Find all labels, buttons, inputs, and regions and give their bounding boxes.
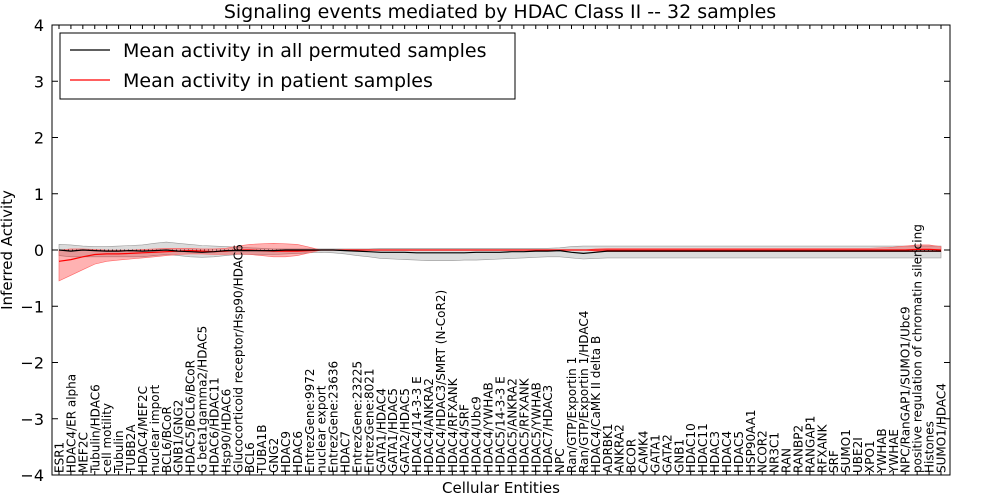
x-axis-label: Cellular Entities <box>442 479 560 497</box>
x-tick-label: HDAC7/HDAC3 <box>541 385 555 473</box>
x-tick-label: SUMO1 <box>839 429 853 473</box>
x-tick-label: RAN <box>780 448 794 473</box>
x-tick-label: cell motility <box>100 403 114 473</box>
x-tick-label: BCL6 <box>243 442 257 473</box>
x-tick-label: HDAC5/YWHAB <box>529 382 543 473</box>
x-tick-label: YWHAB <box>875 428 889 474</box>
x-tick-label: Tubulin <box>112 430 126 474</box>
x-tick-label: ANKRA2 <box>613 424 627 473</box>
x-tick-label: nuclear import <box>148 384 162 473</box>
x-tick-label: HDAC4/ER alpha <box>64 374 78 473</box>
legend-box <box>59 32 516 100</box>
y-tick-label: 1 <box>34 185 44 204</box>
x-tick-label: BCL6/BCoR <box>160 406 174 473</box>
x-tick-label: Histones <box>923 421 937 473</box>
x-tick-label: EntrezGene:9972 <box>303 369 317 474</box>
x-tick-label: HDAC4/YWHAB <box>482 382 496 473</box>
x-tick-label: HDAC9 <box>279 431 293 473</box>
x-tick-label: G beta1gamma2/HDAC5 <box>196 326 210 473</box>
x-tick-label: HDAC10 <box>684 423 698 473</box>
x-tick-label: GATA1/HDAC5 <box>386 388 400 473</box>
x-tick-label: GATA1/HDAC4 <box>374 388 388 473</box>
x-tick-label: YWHAE <box>887 429 901 474</box>
x-tick-label: SUMO1/HDAC4 <box>935 383 949 473</box>
x-tick-label: HSP90AA1 <box>744 409 758 473</box>
x-tick-label: Hsp90/HDAC6 <box>219 389 233 473</box>
x-tick-label: positive regulation of chromatin silenci… <box>911 224 925 473</box>
x-tick-label: TUBB2A <box>124 424 138 474</box>
x-tick-label: Ran/GTP/Exportin 1/HDAC4 <box>577 311 591 473</box>
x-tick-label: HDAC3 <box>708 431 722 473</box>
x-tick-label: GNB1/GNG2 <box>172 400 186 473</box>
x-tick-label: GATA2/HDAC5 <box>398 388 412 473</box>
x-tick-label: nuclear export <box>315 385 329 473</box>
legend: Mean activity in all permuted samples Me… <box>59 32 516 100</box>
x-tick-label: HDAC4/ANKRA2 <box>422 378 436 473</box>
x-tick-label: NCOR2 <box>756 430 770 473</box>
x-tick-label: HDAC5/RFXANK <box>517 377 531 473</box>
x-tick-label: Tubulin/HDAC6 <box>88 384 102 474</box>
x-tick-label: NR3C1 <box>768 432 782 473</box>
x-tick-label: HDAC4/14-3-3 E <box>410 376 424 473</box>
x-tick-label: HDAC4/CaMK II delta B <box>589 336 603 473</box>
x-tick-label: GATA2 <box>660 434 674 473</box>
x-tick-label: RANGAP1 <box>803 416 817 473</box>
x-tick-label: NPC <box>553 448 567 473</box>
x-tick-label: BCOR <box>625 439 639 473</box>
y-tick-label: 0 <box>34 241 44 260</box>
x-tick-label: NPC/RanGAP1/SUMO1/Ubc9 <box>899 306 913 473</box>
x-tick-label: HDAC4/MEF2C <box>136 386 150 473</box>
x-tick-label: EntrezGene:23225 <box>351 361 365 473</box>
y-tick-label: −3 <box>20 410 44 429</box>
x-tick-label: EntrezGene:23636 <box>327 361 341 473</box>
x-tick-label: HDAC4/HDAC3/SMRT (N-CoR2) <box>434 290 448 473</box>
x-tick-label: HDAC6/HDAC11 <box>207 377 221 473</box>
y-tick-label: −2 <box>20 354 44 373</box>
y-tick-label: −1 <box>20 297 44 316</box>
x-tick-label: HDAC4/RFXANK <box>446 377 460 473</box>
x-tick-label: HDAC5/ANKRA2 <box>505 378 519 473</box>
x-tick-label: EntrezGene:8021 <box>362 369 376 474</box>
legend-label-permuted: Mean activity in all permuted samples <box>123 40 486 62</box>
x-tick-label: Ran/GTP/Exportin 1 <box>565 357 579 473</box>
x-tick-label: XPO1 <box>863 440 877 473</box>
chart-title: Signaling events mediated by HDAC Class … <box>224 1 776 23</box>
x-tick-label: HDAC4/Ubc9 <box>470 396 484 473</box>
y-tick-label: 3 <box>34 72 44 91</box>
permuted-band <box>58 241 942 261</box>
x-tick-label: SRF <box>827 450 841 473</box>
x-tick-label: HDAC6 <box>291 431 305 473</box>
x-tick-label: CAMK4 <box>637 431 651 473</box>
x-tick-label: UBE2I <box>851 437 865 473</box>
y-axis-label: Inferred Activity <box>0 190 16 310</box>
x-tick-label: GATA1 <box>648 434 662 473</box>
permuted-mean-line <box>58 249 941 255</box>
x-tick-label: ADRBK1 <box>601 423 615 473</box>
legend-label-patient: Mean activity in patient samples <box>123 70 433 92</box>
x-tick-label: GNB1 <box>672 439 686 473</box>
x-tick-label: RANBP2 <box>792 425 806 473</box>
y-tick-label: −4 <box>20 466 44 485</box>
x-tick-label: HDAC11 <box>696 423 710 473</box>
x-tick-label: HDAC5/14-3-3 E <box>494 376 508 473</box>
y-tick-label: 2 <box>34 129 44 148</box>
x-tick-label: HDAC5/BCL6/BCoR <box>184 360 198 473</box>
x-tick-label: RFXANK <box>815 423 829 473</box>
x-tick-label: MEF2C <box>76 432 90 473</box>
x-tick-label: HDAC7 <box>339 431 353 473</box>
patient-mean-line <box>58 248 942 262</box>
x-tick-label: HDAC5 <box>732 431 746 473</box>
y-tick-label: 4 <box>34 16 44 35</box>
x-tick-label: Glucocorticoid receptor/Hsp90/HDAC6 <box>231 244 245 473</box>
x-tick-label: ESR1 <box>53 442 67 473</box>
x-tick-label: TUBA1B <box>255 425 269 474</box>
x-tick-label: HDAC4 <box>720 431 734 473</box>
x-tick-label: HDAC4/SRF <box>458 404 472 473</box>
x-tick-label: GNG2 <box>267 438 281 473</box>
